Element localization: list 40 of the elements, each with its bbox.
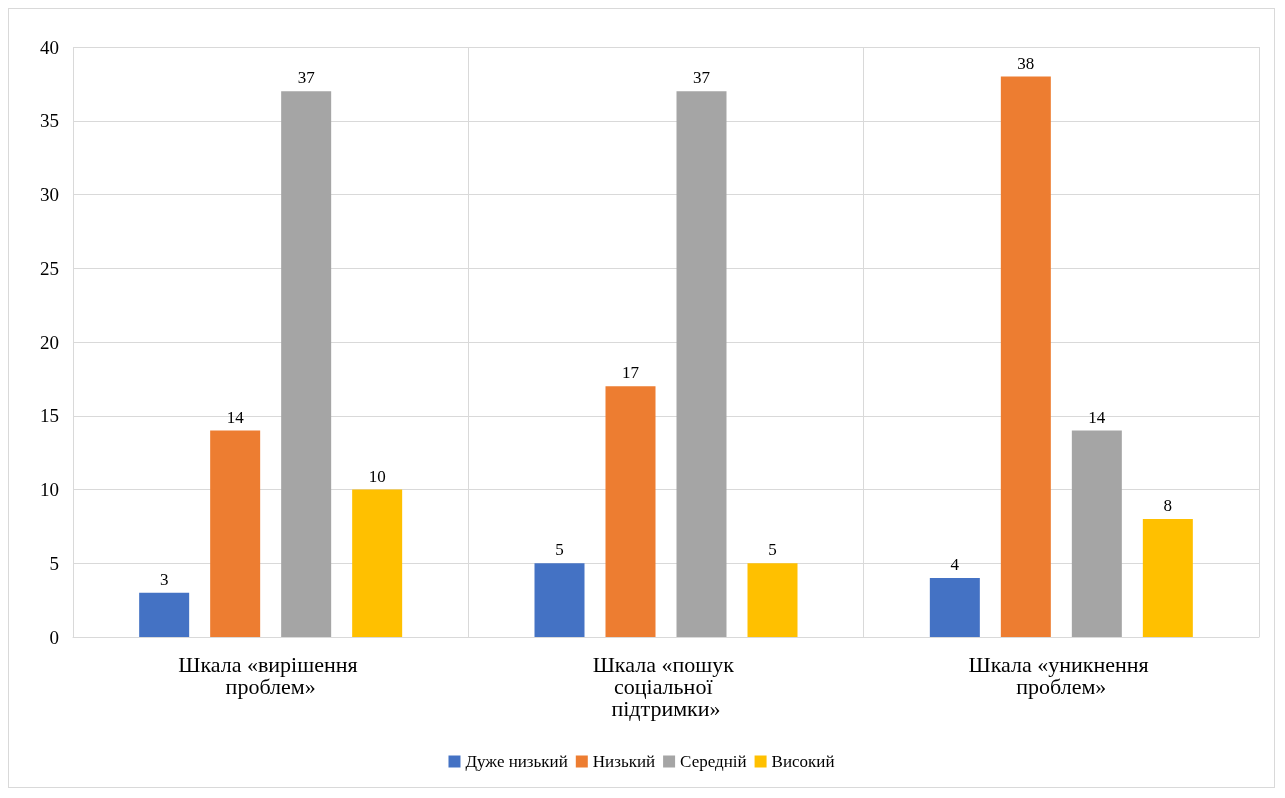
data-label: 37	[693, 68, 711, 88]
y-tick-label: 0	[49, 626, 59, 648]
y-tick-label: 10	[40, 479, 59, 500]
y-tick-label: 40	[40, 36, 59, 58]
bar	[210, 430, 261, 637]
y-tick-label: 20	[40, 331, 59, 353]
data-label: 5	[555, 540, 564, 560]
legend-label: Дуже низький	[465, 752, 568, 771]
bar	[747, 563, 798, 637]
bar	[534, 563, 585, 637]
bar	[1000, 76, 1051, 637]
bar	[139, 592, 190, 637]
data-label: 37	[297, 68, 316, 88]
bar	[605, 386, 656, 637]
y-tick-label: 5	[49, 552, 59, 574]
y-tick-label: 30	[40, 184, 59, 205]
data-label: 10	[368, 466, 386, 486]
y-tick-label: 25	[40, 257, 59, 279]
bar	[1142, 519, 1193, 637]
data-label: 3	[159, 569, 169, 589]
bar	[281, 91, 332, 637]
x-tick-label: Шкала «уникнення проблем»	[968, 651, 1155, 699]
bar	[929, 578, 980, 637]
legend-label: Середній	[680, 752, 747, 771]
data-label: 5	[768, 540, 777, 560]
bar	[352, 489, 403, 637]
legend-label: Низький	[592, 752, 656, 771]
bar	[676, 91, 727, 637]
x-tick-label: Шкала «пошук соціальної підтримки»	[592, 651, 740, 721]
y-tick-label: 15	[40, 405, 59, 427]
data-label: 17	[622, 363, 640, 383]
data-label: 8	[1163, 496, 1173, 515]
x-tick-label: Шкала «вирішення проблем»	[178, 651, 364, 699]
legend-label: Високий	[771, 752, 835, 771]
y-tick-label: 35	[40, 110, 59, 132]
data-label: 4	[950, 555, 960, 574]
data-label: 14	[226, 407, 245, 427]
bar	[1071, 430, 1122, 637]
data-label: 38	[1017, 53, 1035, 73]
data-label: 14	[1088, 407, 1106, 427]
